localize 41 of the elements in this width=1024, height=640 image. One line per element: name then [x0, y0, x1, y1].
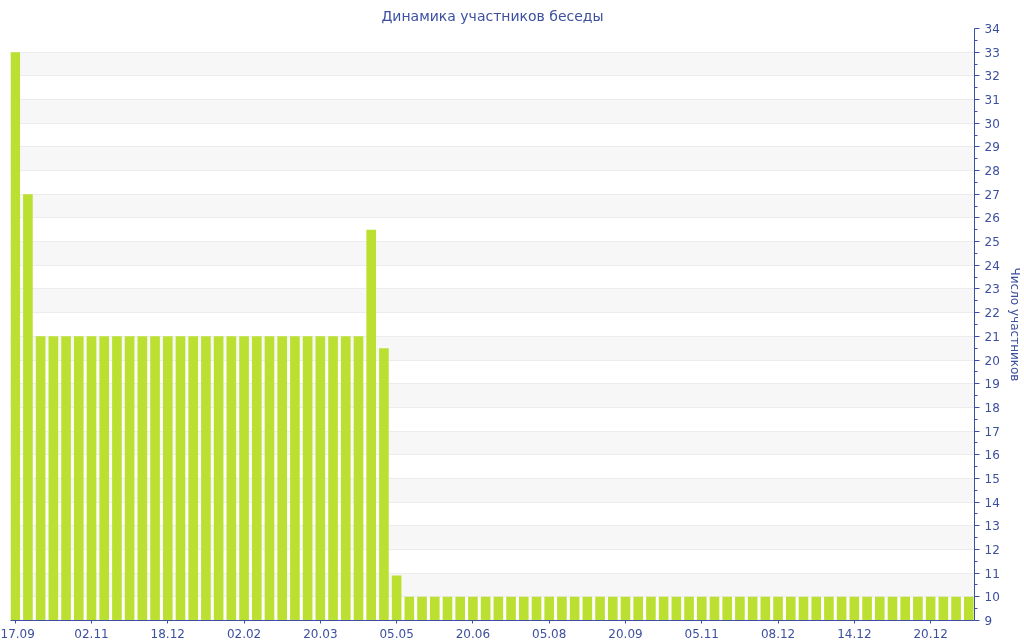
chart-title: Динамика участников беседы — [381, 7, 604, 24]
y-tick-label: 11 — [984, 566, 1000, 581]
y-tick-label: 29 — [984, 140, 1000, 155]
x-tick-label: 05.08 — [532, 626, 567, 640]
y-tick-label: 18 — [984, 400, 1000, 415]
x-tick-label: 20.06 — [455, 626, 491, 640]
y-tick-label: 26 — [984, 211, 1000, 226]
y-tick-label: 14 — [984, 495, 1000, 510]
y-tick-label: 19 — [984, 377, 1000, 392]
x-tick-label: 05.11 — [684, 626, 719, 640]
y-tick-label: 28 — [984, 164, 1000, 179]
x-tick-label: 20.09 — [608, 626, 643, 640]
y-tick-label: 22 — [984, 306, 1000, 321]
y-tick-label: 9 — [984, 614, 993, 628]
x-tick-label: 20.12 — [913, 626, 948, 640]
y-tick-label: 24 — [984, 258, 1000, 273]
y-tick-label: 17 — [984, 424, 1000, 439]
x-tick-label: 20.03 — [303, 626, 338, 640]
y-tick-label: 13 — [984, 519, 1000, 534]
y-tick-label: 12 — [984, 542, 1000, 557]
y-tick-label: 20 — [984, 353, 1000, 368]
y-tick-label: 27 — [984, 187, 1000, 202]
y-tick-label: 21 — [984, 329, 1000, 344]
y-axis-title: Число участников — [1007, 267, 1022, 382]
x-tick-label: 02.02 — [226, 626, 262, 640]
x-tick-label: 14.12 — [837, 626, 872, 640]
y-tick-label: 30 — [984, 116, 1000, 131]
y-tick-label: 10 — [984, 590, 1000, 605]
y-tick-label: 33 — [984, 45, 1000, 60]
x-tick-label: 18.12 — [150, 626, 185, 640]
y-tick-label: 31 — [984, 93, 1000, 108]
y-tick-label: 23 — [984, 282, 1000, 297]
x-tick-label: 02.11 — [74, 626, 109, 640]
x-tick-label: 17.09 — [0, 626, 35, 640]
y-tick-label: 32 — [984, 69, 1000, 84]
x-tick-label: 08.12 — [760, 626, 796, 640]
y-tick-label: 16 — [984, 448, 1000, 463]
y-tick-label: 34 — [984, 22, 1000, 36]
x-tick-label: 05.05 — [379, 626, 414, 640]
y-tick-label: 25 — [984, 235, 1000, 250]
y-tick-label: 15 — [984, 471, 1000, 486]
